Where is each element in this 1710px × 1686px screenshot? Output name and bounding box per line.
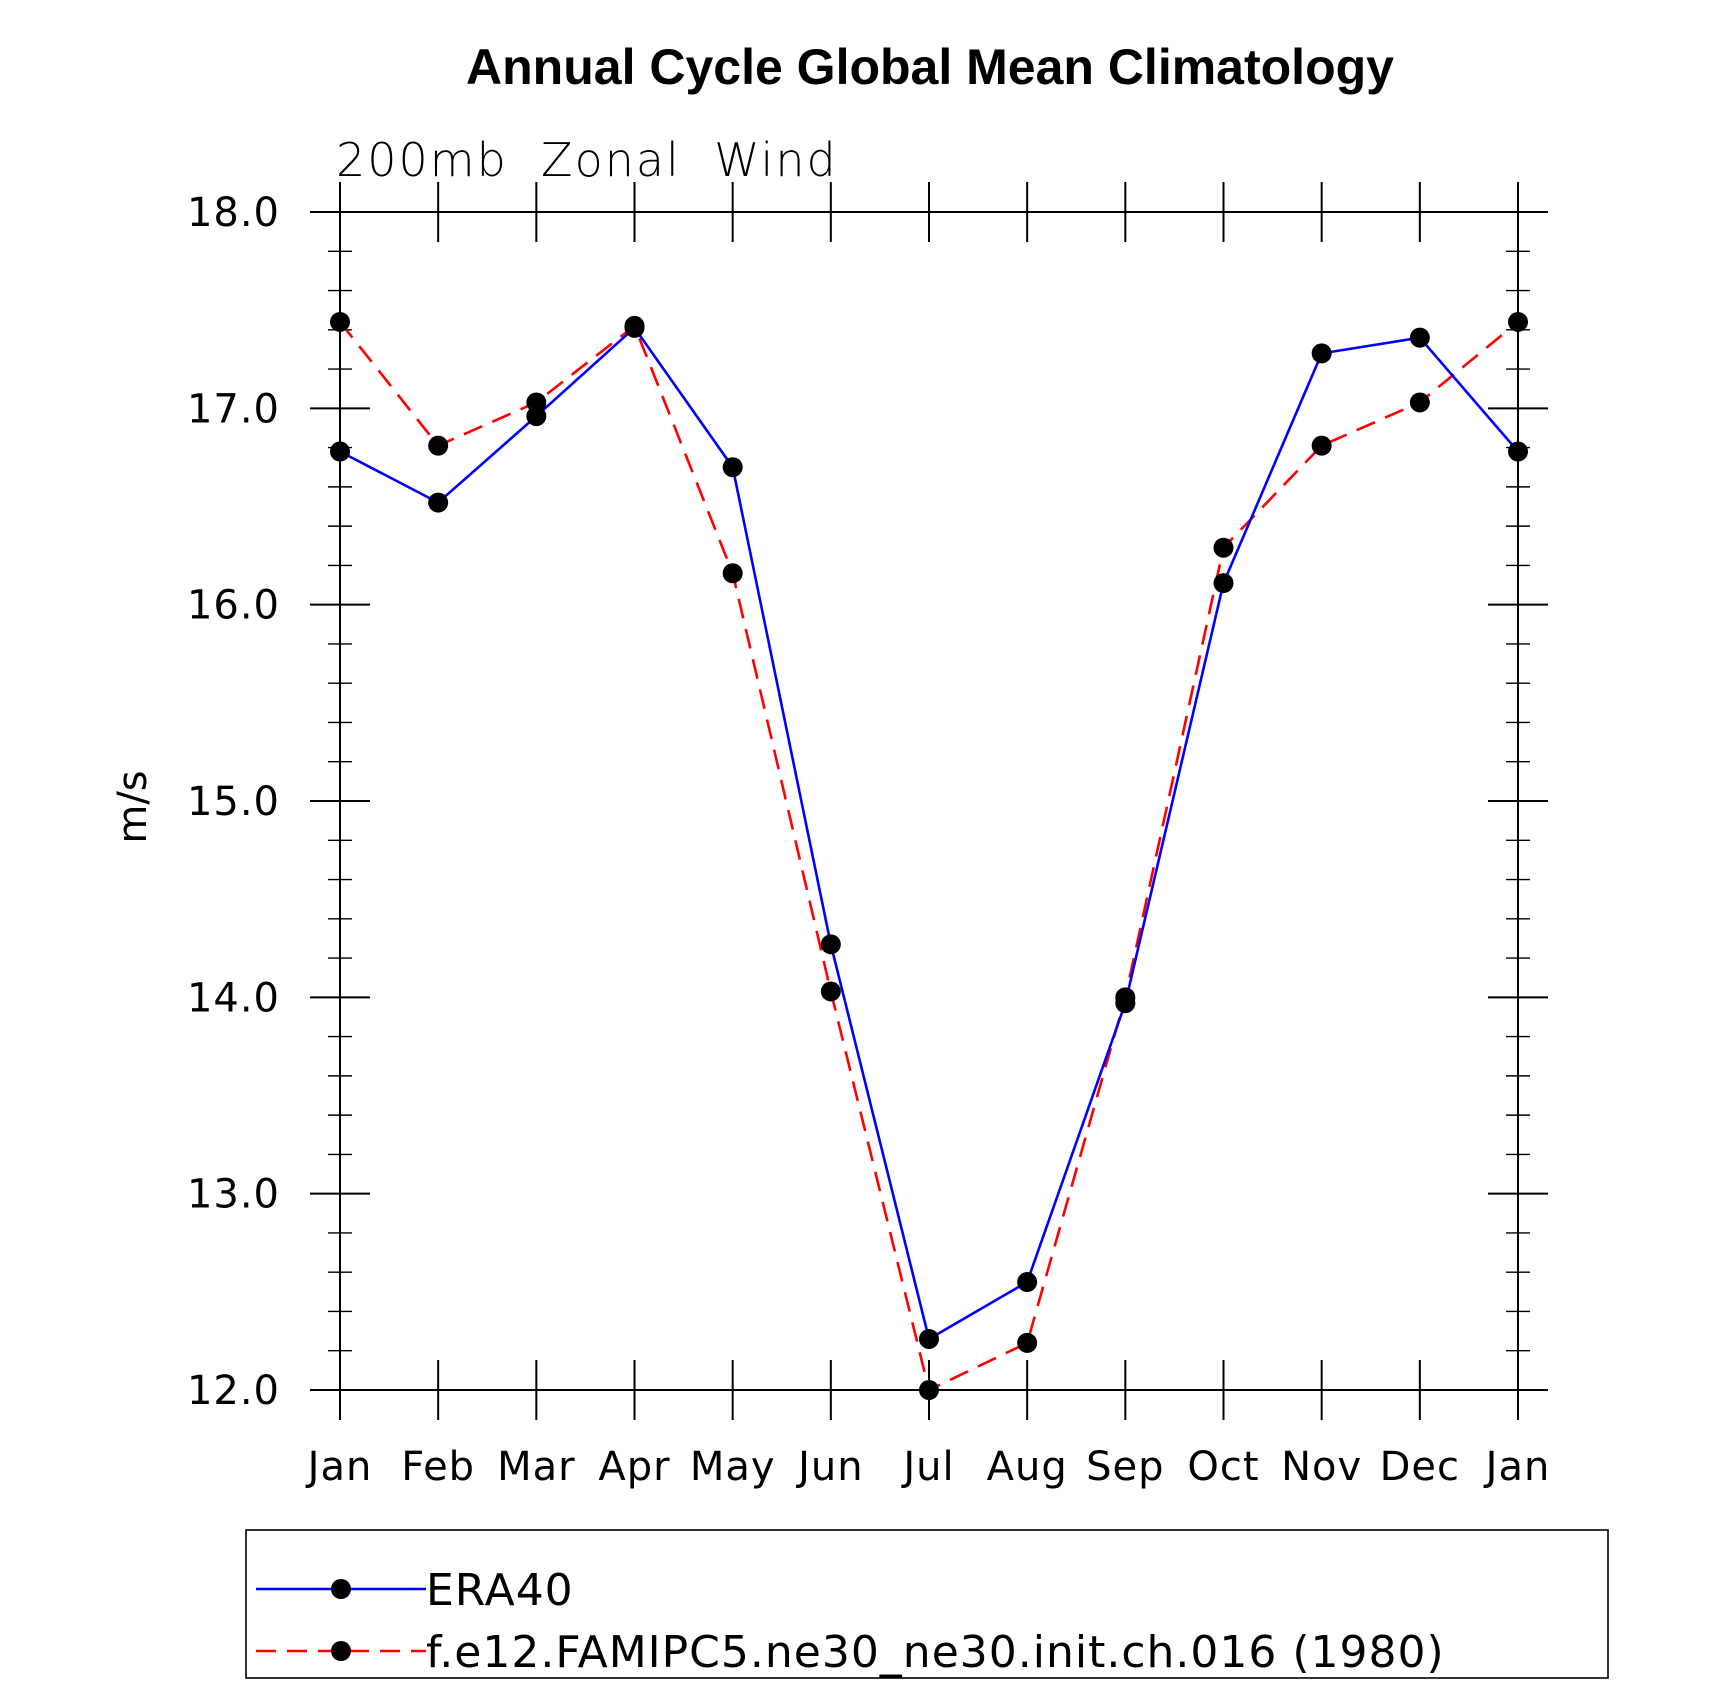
data-point bbox=[722, 563, 743, 584]
y-tick-label: 14.0 bbox=[187, 975, 280, 1021]
y-tick-labels: 12.0 13.0 14.0 15.0 16.0 17.0 18.0 bbox=[187, 190, 280, 1414]
x-tick-label: Oct bbox=[1187, 1444, 1259, 1490]
y-tick-label: 13.0 bbox=[187, 1172, 280, 1218]
data-point bbox=[1311, 435, 1332, 456]
legend-label: f.e12.FAMIPC5.ne30_ne30.init.ch.016 (198… bbox=[426, 1627, 1445, 1678]
y-tick-label: 16.0 bbox=[187, 583, 280, 629]
legend-entries: ERA40 f.e12.FAMIPC5.ne30_ne30.init.ch.016… bbox=[256, 1565, 1445, 1678]
data-point bbox=[624, 315, 645, 336]
data-point bbox=[1409, 327, 1430, 348]
series-layer bbox=[330, 311, 1528, 1400]
data-point bbox=[820, 981, 841, 1002]
data-point bbox=[526, 392, 547, 413]
data-point bbox=[1115, 987, 1136, 1008]
data-point bbox=[919, 1328, 939, 1349]
legend-marker bbox=[331, 1641, 351, 1661]
data-point bbox=[330, 311, 350, 332]
y-tick-label: 18.0 bbox=[187, 190, 280, 236]
x-tick-label: Jan bbox=[1483, 1444, 1551, 1490]
x-tick-label: Jul bbox=[900, 1444, 954, 1490]
chart-subtitle: 200mb Zonal Wind bbox=[336, 133, 838, 187]
x-tick-label: Apr bbox=[598, 1444, 670, 1490]
data-point bbox=[428, 492, 449, 513]
data-point bbox=[526, 406, 547, 427]
data-point bbox=[919, 1380, 939, 1400]
x-tick-label: May bbox=[690, 1444, 776, 1490]
legend-label: ERA40 bbox=[426, 1565, 574, 1616]
x-tick-label: Feb bbox=[401, 1444, 475, 1490]
x-tick-label: Jan bbox=[305, 1444, 373, 1490]
series-line bbox=[338, 320, 1519, 1392]
legend: ERA40 f.e12.FAMIPC5.ne30_ne30.init.ch.016… bbox=[245, 1529, 1609, 1679]
data-point bbox=[330, 441, 350, 462]
data-point bbox=[820, 934, 841, 955]
x-tick-label: Aug bbox=[987, 1444, 1068, 1490]
y-tick-label: 12.0 bbox=[187, 1368, 280, 1414]
x-tick-label: Dec bbox=[1380, 1444, 1460, 1490]
x-tick-label: Mar bbox=[497, 1444, 575, 1490]
data-point bbox=[1508, 311, 1528, 332]
x-tick-label: Sep bbox=[1086, 1444, 1164, 1490]
x-tick-label: Jun bbox=[795, 1444, 864, 1490]
data-point bbox=[1508, 441, 1528, 462]
y-tick-label: 15.0 bbox=[187, 779, 280, 825]
data-point bbox=[722, 457, 743, 478]
data-point bbox=[1213, 573, 1234, 594]
y-tick-label: 17.0 bbox=[187, 386, 280, 432]
data-point bbox=[1213, 537, 1234, 558]
legend-box bbox=[245, 1529, 1609, 1679]
data-point bbox=[428, 435, 449, 456]
series-line bbox=[339, 325, 1519, 1341]
x-tick-label: Nov bbox=[1281, 1444, 1362, 1490]
chart-title: Annual Cycle Global Mean Climatology bbox=[466, 39, 1394, 95]
data-point bbox=[1409, 392, 1430, 413]
y-axis-label: m/s bbox=[110, 770, 156, 843]
data-point bbox=[1017, 1272, 1038, 1293]
data-point bbox=[1017, 1332, 1038, 1353]
x-tick-labels: Jan Feb Mar Apr May Jun Jul Aug Sep Oct Nov Dec Jan bbox=[305, 1444, 1551, 1490]
data-point bbox=[1311, 343, 1332, 364]
legend-marker bbox=[331, 1579, 351, 1599]
axes bbox=[310, 182, 1548, 1420]
